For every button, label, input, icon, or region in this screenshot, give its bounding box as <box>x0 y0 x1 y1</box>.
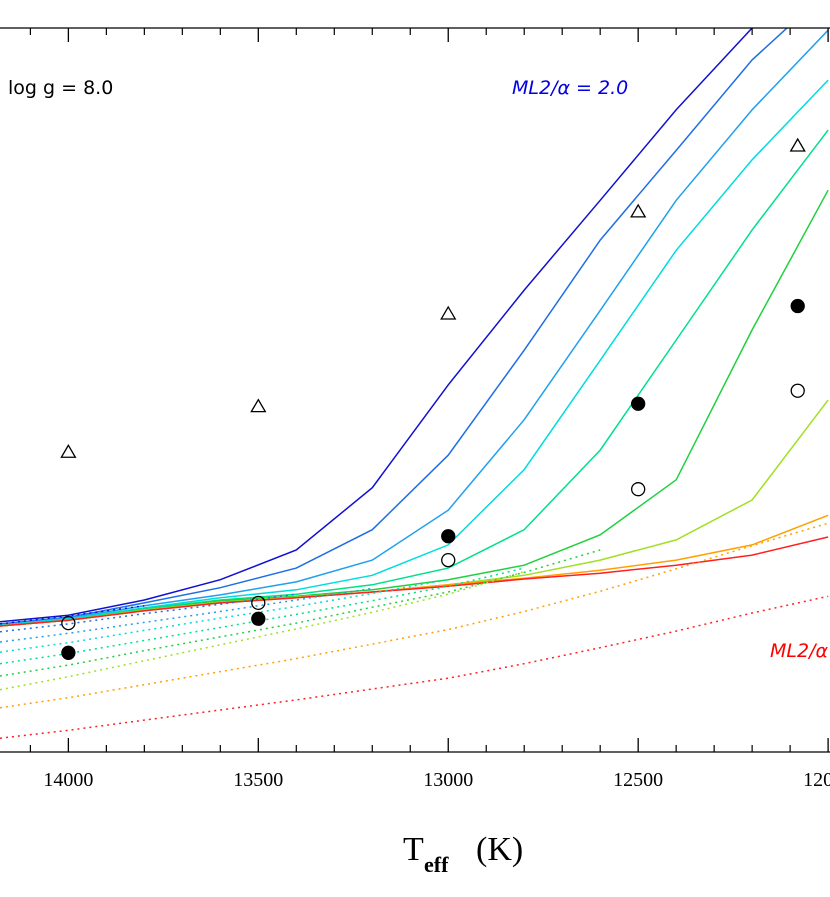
x-axis-label-sub: eff <box>424 852 449 877</box>
triangle-marker <box>789 137 806 152</box>
filled-circle-marker <box>441 529 456 544</box>
filled-circle-marker <box>631 396 646 411</box>
filled-circle-marker <box>251 611 266 626</box>
line <box>0 536 829 627</box>
triangle-marker <box>630 203 647 218</box>
dotted-line <box>0 549 601 677</box>
dotted-line <box>0 570 525 691</box>
x-tick-label: 12500 <box>613 769 663 791</box>
dotted-line <box>0 522 829 709</box>
x-tick-label: 13000 <box>423 769 473 791</box>
dotted-line <box>0 578 449 653</box>
triangle-marker <box>60 443 77 458</box>
line <box>0 79 829 627</box>
filled-circle-marker <box>790 298 805 314</box>
open-circle-marker <box>441 552 456 568</box>
open-circle-marker <box>631 482 646 497</box>
plot-area <box>0 28 829 739</box>
dotted-line <box>0 587 373 643</box>
x-axis-label-unit: (K) <box>476 831 523 868</box>
triangle-marker <box>440 305 457 320</box>
x-axis-label: T <box>403 831 424 868</box>
x-tick-label: 12000 <box>803 769 830 791</box>
open-circle-marker <box>251 595 266 611</box>
line <box>0 29 829 627</box>
line <box>0 28 753 623</box>
line <box>0 189 829 627</box>
x-tick-label: 14000 <box>43 769 93 791</box>
dotted-line <box>0 595 829 739</box>
annotation: ML2/α = 2.0 <box>512 77 628 99</box>
filled-circle-marker <box>61 645 76 660</box>
line <box>0 28 789 625</box>
annotation: ML2/α <box>770 640 828 662</box>
triangle-marker <box>250 398 267 413</box>
open-circle-marker <box>790 383 805 398</box>
x-tick-label: 13500 <box>233 769 283 791</box>
open-circle-marker <box>61 615 76 631</box>
line <box>0 129 829 627</box>
annotation: log g = 8.0 <box>8 77 113 99</box>
dotted-line <box>0 593 297 633</box>
